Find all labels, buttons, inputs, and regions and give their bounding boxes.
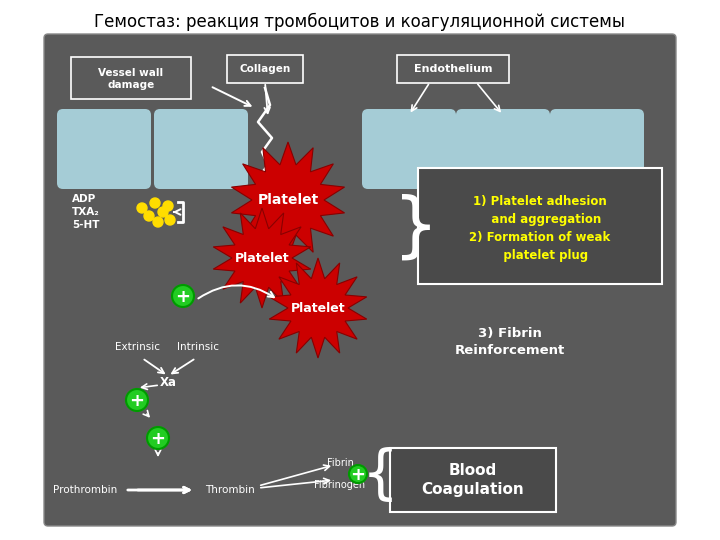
Text: +: + — [351, 466, 366, 484]
Circle shape — [172, 285, 194, 307]
FancyBboxPatch shape — [57, 109, 151, 189]
Text: +: + — [150, 430, 166, 448]
FancyBboxPatch shape — [456, 109, 550, 189]
FancyBboxPatch shape — [397, 55, 509, 83]
FancyBboxPatch shape — [71, 57, 191, 99]
Text: Xa: Xa — [160, 375, 176, 388]
Circle shape — [165, 215, 175, 225]
Text: +: + — [176, 288, 191, 306]
Circle shape — [150, 198, 160, 208]
Text: Collagen: Collagen — [239, 64, 291, 74]
Circle shape — [349, 465, 367, 483]
Circle shape — [137, 203, 147, 213]
FancyBboxPatch shape — [418, 168, 662, 284]
Circle shape — [158, 207, 168, 217]
Text: Platelet: Platelet — [291, 301, 346, 314]
FancyBboxPatch shape — [362, 109, 456, 189]
Circle shape — [147, 427, 169, 449]
Text: Fibrinogen: Fibrinogen — [315, 480, 366, 490]
Text: {: { — [361, 447, 399, 503]
Circle shape — [126, 389, 148, 411]
Text: Platelet: Platelet — [257, 193, 319, 207]
Text: Prothrombin: Prothrombin — [53, 485, 117, 495]
Text: Vessel wall
damage: Vessel wall damage — [99, 68, 163, 90]
FancyBboxPatch shape — [227, 55, 303, 83]
Text: Intrinsic: Intrinsic — [177, 342, 219, 352]
Polygon shape — [269, 258, 366, 358]
FancyBboxPatch shape — [550, 109, 644, 189]
Text: 1) Platelet adhesion
   and aggregation
2) Formation of weak
   platelet plug: 1) Platelet adhesion and aggregation 2) … — [469, 194, 611, 261]
Circle shape — [163, 201, 173, 211]
Circle shape — [153, 217, 163, 227]
Text: 3) Fibrin
Reinforcement: 3) Fibrin Reinforcement — [455, 327, 565, 357]
FancyBboxPatch shape — [259, 177, 277, 201]
Text: Blood
Coagulation: Blood Coagulation — [422, 463, 524, 497]
Circle shape — [144, 211, 154, 221]
FancyBboxPatch shape — [154, 109, 248, 189]
Polygon shape — [213, 208, 311, 308]
FancyBboxPatch shape — [44, 34, 676, 526]
Text: Endothelium: Endothelium — [414, 64, 492, 74]
Text: +: + — [130, 392, 145, 410]
Text: }: } — [393, 193, 439, 262]
Text: Platelet: Platelet — [235, 252, 289, 265]
Text: Extrinsic: Extrinsic — [115, 342, 161, 352]
Text: Thrombin: Thrombin — [205, 485, 255, 495]
Text: Fibrin: Fibrin — [327, 458, 354, 468]
FancyBboxPatch shape — [390, 448, 556, 512]
Text: Гемостаз: реакция тромбоцитов и коагуляционной системы: Гемостаз: реакция тромбоцитов и коагуляц… — [94, 13, 626, 31]
Text: ADP
TXA₂
5-HT: ADP TXA₂ 5-HT — [72, 194, 100, 231]
Polygon shape — [231, 142, 345, 258]
